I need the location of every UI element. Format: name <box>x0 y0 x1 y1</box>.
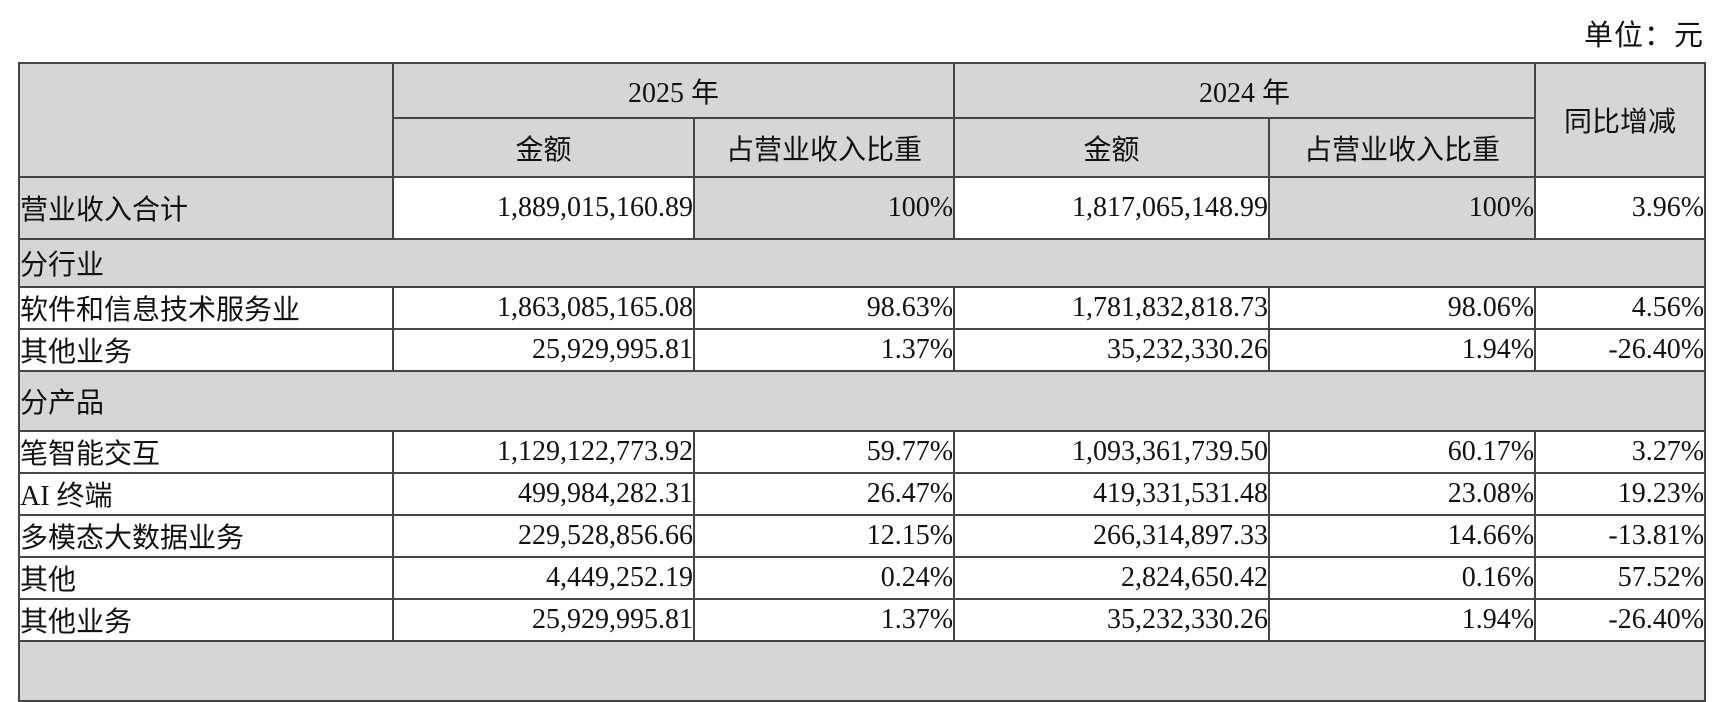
section-label: 分产品 <box>17 370 1707 432</box>
amount-2024-cell: 1,817,065,148.99 <box>953 176 1271 240</box>
table-row: 其他 4,449,252.19 0.24% 2,824,650.42 0.16% 57.5… <box>18 556 1707 600</box>
header-row-years: 2025 年 2024 年 同比增减 <box>18 62 1707 178</box>
pct-2024-cell: 100% <box>1268 176 1537 240</box>
table-row: 软件和信息技术服务业 1,863,085,165.08 98.63% 1,781,83… <box>18 286 1707 330</box>
row-label: 笔智能交互 <box>18 430 394 474</box>
amount-2024-cell: 1,781,832,818.73 <box>953 286 1271 330</box>
pct-2024-cell: 14.66% <box>1268 514 1537 558</box>
row-label: AI 终端 <box>18 472 394 516</box>
section-row: 分行业 <box>17 238 1707 288</box>
row-label: 其他 <box>18 556 394 600</box>
header-row-measures: 金额 占营业收入比重 金额 占营业收入比重 <box>19 117 1705 178</box>
yoy-cell: 57.52% <box>1534 556 1707 600</box>
amount-2025-cell: 4,449,252.19 <box>392 556 695 600</box>
header-pct-2025: 占营业收入比重 <box>692 117 956 178</box>
pct-2025-cell: 26.47% <box>692 472 956 516</box>
pct-2024-cell: 0.16% <box>1268 556 1537 600</box>
pct-2024-cell: 60.17% <box>1268 430 1537 474</box>
yoy-cell: 3.96% <box>1534 176 1707 240</box>
yoy-cell: -26.40% <box>1534 598 1707 642</box>
pct-2025-cell: 100% <box>692 176 956 240</box>
amount-2024-cell: 419,331,531.48 <box>953 472 1271 516</box>
amount-2025-cell: 1,863,085,165.08 <box>392 286 695 330</box>
amount-2025-cell: 1,889,015,160.89 <box>392 176 695 240</box>
amount-2025-cell: 499,984,282.31 <box>392 472 695 516</box>
pct-2024-cell: 98.06% <box>1268 286 1537 330</box>
amount-2024-cell: 1,093,361,739.50 <box>953 430 1271 474</box>
corner-cell <box>18 62 394 178</box>
yoy-cell: 4.56% <box>1534 286 1707 330</box>
header-amount-2024: 金额 <box>953 117 1271 178</box>
pct-2025-cell: 1.37% <box>692 598 956 642</box>
row-label: 营业收入合计 <box>18 176 394 240</box>
header-amount-2025: 金额 <box>392 117 695 178</box>
pct-2025-cell: 1.37% <box>692 328 956 372</box>
section-row <box>17 640 1707 702</box>
header-pct-2024: 占营业收入比重 <box>1268 117 1537 178</box>
unit-label: 单位：元 <box>1583 20 1704 52</box>
amount-2024-cell: 2,824,650.42 <box>953 556 1271 600</box>
revenue-breakdown-table: 2025 年 2024 年 同比增减 金额 占营业收入比重 金额 占营业收入比重… <box>17 62 1707 702</box>
amount-2024-cell: 35,232,330.26 <box>953 328 1271 372</box>
table-row: AI 终端 499,984,282.31 26.47% 419,331,531.48 2… <box>18 472 1707 516</box>
yoy-cell: -13.81% <box>1534 514 1707 558</box>
header-year-2024: 2024 年 <box>953 62 1537 119</box>
amount-2024-cell: 35,232,330.26 <box>953 598 1271 642</box>
table-row: 其他业务 25,929,995.81 1.37% 35,232,330.26 1.94%… <box>18 328 1707 372</box>
pct-2025-cell: 12.15% <box>692 514 956 558</box>
row-label: 软件和信息技术服务业 <box>18 286 394 330</box>
pct-2024-cell: 1.94% <box>1268 328 1537 372</box>
header-yoy-change: 同比增减 <box>1534 62 1707 178</box>
amount-2025-cell: 25,929,995.81 <box>392 598 695 642</box>
pct-2025-cell: 0.24% <box>692 556 956 600</box>
pct-2025-cell: 59.77% <box>692 430 956 474</box>
yoy-cell: 3.27% <box>1534 430 1707 474</box>
amount-2025-cell: 25,929,995.81 <box>392 328 695 372</box>
header-year-2025: 2025 年 <box>391 62 956 119</box>
table-row: 其他业务 25,929,995.81 1.37% 35,232,330.26 1.94%… <box>18 598 1707 642</box>
table-row: 多模态大数据业务 229,528,856.66 12.15% 266,314,897.… <box>18 514 1707 558</box>
amount-2024-cell: 266,314,897.33 <box>953 514 1271 558</box>
row-label: 其他业务 <box>18 328 394 372</box>
amount-2025-cell: 229,528,856.66 <box>392 514 695 558</box>
yoy-cell: -26.40% <box>1534 328 1707 372</box>
row-label: 其他业务 <box>18 598 394 642</box>
pct-2025-cell: 98.63% <box>692 286 956 330</box>
table-row: 营业收入合计 1,889,015,160.89 100% 1,817,065,148.… <box>18 176 1707 240</box>
table-row: 笔智能交互 1,129,122,773.92 59.77% 1,093,361,739… <box>18 430 1707 474</box>
row-label: 多模态大数据业务 <box>18 514 394 558</box>
pct-2024-cell: 23.08% <box>1268 472 1537 516</box>
section-row: 分产品 <box>17 370 1707 432</box>
yoy-cell: 19.23% <box>1534 472 1707 516</box>
section-label <box>17 640 1707 702</box>
section-label: 分行业 <box>17 238 1707 288</box>
amount-2025-cell: 1,129,122,773.92 <box>392 430 695 474</box>
pct-2024-cell: 1.94% <box>1268 598 1537 642</box>
